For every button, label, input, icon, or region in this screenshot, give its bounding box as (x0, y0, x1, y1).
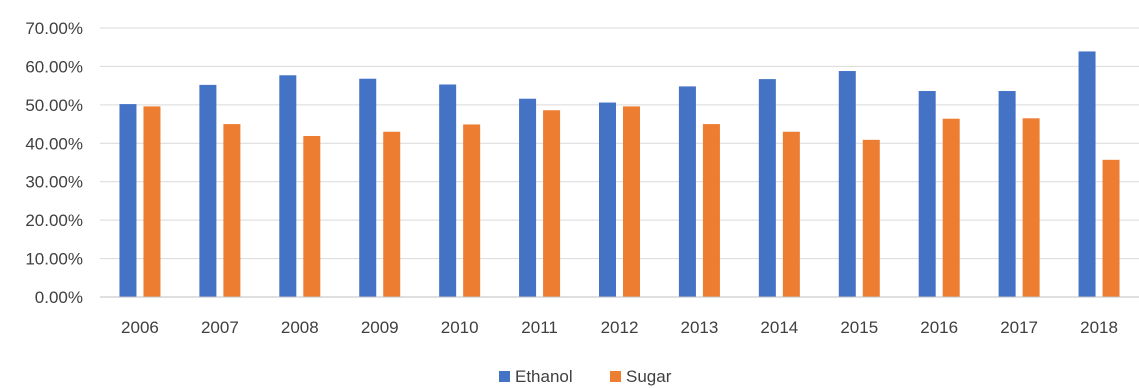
y-axis-tick-labels: 0.00% 10.00% 20.00% 30.00% 40.00% 50.00% 60.00… (25, 19, 83, 307)
bar-sugar-2011 (543, 110, 561, 297)
legend-item-ethanol: Ethanol (499, 367, 573, 386)
x-tick-label: 2006 (121, 318, 159, 337)
y-tick-label: 40.00% (25, 134, 83, 153)
x-tick-label: 2009 (361, 318, 399, 337)
bar-sugar-2008 (303, 135, 321, 297)
bar-ethanol-2014 (758, 79, 776, 297)
bar-ethanol-2008 (279, 75, 297, 297)
bar-sugar-2016 (942, 118, 960, 297)
category-group-2018 (1078, 51, 1120, 297)
category-group-2015 (838, 71, 880, 297)
x-tick-label: 2015 (840, 318, 878, 337)
bars (119, 51, 1120, 298)
bar-ethanol-2016 (918, 91, 936, 297)
bar-ethanol-2013 (678, 86, 696, 297)
bar-ethanol-2017 (998, 91, 1016, 297)
bar-sugar-2013 (702, 124, 720, 297)
legend-label: Ethanol (515, 367, 573, 386)
category-group-2012 (599, 102, 640, 298)
gridlines (100, 27, 1139, 260)
x-tick-label: 2007 (201, 318, 239, 337)
bar-ethanol-2015 (838, 71, 856, 297)
legend-swatch (610, 371, 621, 382)
category-group-2017 (998, 91, 1040, 297)
category-group-2007 (199, 84, 241, 297)
bar-sugar-2017 (1022, 118, 1040, 297)
bar-ethanol-2011 (519, 98, 537, 297)
y-tick-label: 30.00% (25, 173, 83, 192)
bar-sugar-2006 (143, 106, 161, 297)
x-tick-label: 2014 (760, 318, 798, 337)
x-axis-tick-labels: 2006 2007 2008 2009 2010 2011 2012 2013 2014 2015… (121, 318, 1118, 337)
bar-ethanol-2007 (199, 84, 217, 297)
category-group-2016 (918, 91, 960, 297)
bar-sugar-2009 (383, 131, 401, 297)
category-group-2013 (678, 86, 720, 297)
y-tick-label: 60.00% (25, 57, 83, 76)
bar-ethanol-2010 (439, 84, 457, 298)
bar-sugar-2018 (1102, 159, 1120, 297)
bar-sugar-2014 (782, 131, 800, 297)
bar-ethanol-2018 (1078, 51, 1096, 297)
y-tick-label: 70.00% (25, 19, 83, 38)
x-tick-label: 2010 (441, 318, 479, 337)
x-tick-label: 2017 (1000, 318, 1038, 337)
y-tick-label: 50.00% (25, 96, 83, 115)
legend: Ethanol Sugar (499, 367, 672, 386)
legend-item-sugar: Sugar (610, 367, 672, 386)
bar-ethanol-2006 (119, 104, 137, 298)
x-tick-label: 2012 (601, 318, 639, 337)
bar-sugar-2015 (862, 139, 880, 297)
y-tick-label: 10.00% (25, 250, 83, 269)
category-group-2014 (758, 79, 800, 297)
x-tick-label: 2016 (920, 318, 958, 337)
bar-sugar-2007 (223, 124, 241, 297)
legend-label: Sugar (626, 367, 672, 386)
x-tick-label: 2008 (281, 318, 319, 337)
y-tick-label: 0.00% (35, 288, 83, 307)
category-group-2010 (439, 84, 481, 298)
x-tick-label: 2018 (1080, 318, 1118, 337)
category-group-2008 (279, 75, 321, 297)
bar-sugar-2012 (623, 106, 640, 297)
bar-sugar-2010 (463, 124, 481, 297)
legend-swatch (499, 371, 510, 382)
bar-ethanol-2012 (599, 102, 616, 298)
bar-ethanol-2009 (359, 78, 377, 298)
x-tick-label: 2013 (681, 318, 719, 337)
category-group-2009 (359, 78, 401, 298)
y-tick-label: 20.00% (25, 211, 83, 230)
category-group-2006 (119, 104, 161, 298)
x-tick-label: 2011 (521, 318, 558, 337)
category-group-2011 (519, 98, 561, 297)
